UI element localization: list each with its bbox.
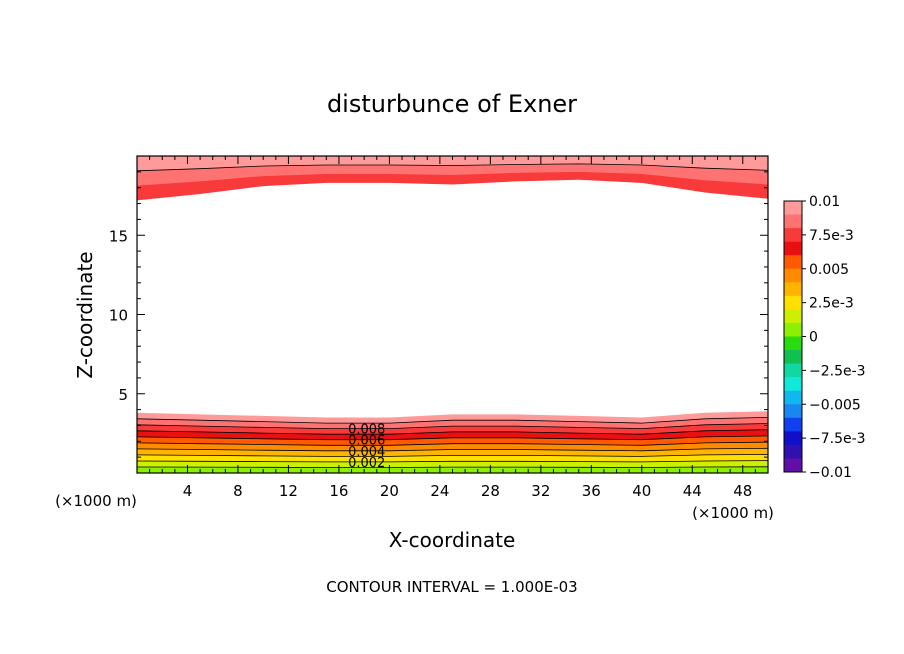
colorbar-label: 7.5e-3 xyxy=(809,228,854,244)
colorbar-segment xyxy=(784,282,802,297)
x-tick-label: 20 xyxy=(380,482,399,500)
colorbar-segment xyxy=(784,201,802,215)
x-axis: 4 8 12 16 20 24 28 32 36 40 44 48 xyxy=(149,156,756,500)
x-tick-label: 12 xyxy=(279,482,298,500)
colorbar-label: −0.005 xyxy=(809,397,861,413)
colorbar-label: 2.5e-3 xyxy=(809,296,854,312)
contour-interval-note: CONTOUR INTERVAL = 1.000E-03 xyxy=(326,578,577,596)
contour-label: 0.006 xyxy=(348,434,385,449)
contour-line xyxy=(136,163,769,172)
y-tick-label: 15 xyxy=(109,227,128,245)
x-tick-label: 28 xyxy=(481,482,500,500)
x-tick-label: 48 xyxy=(733,482,752,500)
colorbar-segment xyxy=(784,431,802,446)
colorbar-segment xyxy=(784,336,802,351)
colorbar-segment xyxy=(784,404,802,419)
x-axis-label: X-coordinate xyxy=(389,528,516,552)
colorbar-label: 0.005 xyxy=(809,262,849,278)
contour-band xyxy=(137,156,768,171)
colorbar-segment xyxy=(784,309,802,324)
colorbar-segment xyxy=(784,417,802,432)
colorbar-segment xyxy=(784,363,802,378)
contour-label: 0.008 xyxy=(348,423,385,438)
colorbar-label: −2.5e-3 xyxy=(809,363,866,379)
colorbar-segment xyxy=(784,322,802,337)
colorbar-label: −0.01 xyxy=(809,465,852,481)
x-tick-label: 44 xyxy=(683,482,702,500)
colorbar-segment xyxy=(784,458,802,473)
contour-line xyxy=(136,454,769,457)
chart-title: disturbunce of Exner xyxy=(327,90,577,118)
x-tick-label: 24 xyxy=(430,482,449,500)
contour-line xyxy=(136,435,769,441)
contour-line-layer xyxy=(136,163,769,468)
colorbar-segment xyxy=(784,350,802,364)
contour-line xyxy=(136,429,769,435)
colorbar-segment xyxy=(784,390,802,405)
colorbar-label: 0 xyxy=(809,330,818,346)
colorbar-segment xyxy=(784,228,802,242)
x-tick-label: 8 xyxy=(233,482,243,500)
contour-label: 0.002 xyxy=(348,456,385,471)
contour-line xyxy=(136,417,769,424)
x-tick-label: 4 xyxy=(183,482,193,500)
colorbar-segment xyxy=(784,214,802,229)
y-axis-label: Z-coordinate xyxy=(73,251,97,378)
y-tick-label: 10 xyxy=(109,307,128,325)
contour-line xyxy=(136,447,769,452)
y-axis: 5 10 15 xyxy=(109,171,768,458)
contour-label: 0.004 xyxy=(348,445,385,460)
colorbar-segment xyxy=(784,268,802,283)
x-tick-label: 40 xyxy=(632,482,651,500)
contour-line xyxy=(136,441,769,446)
colorbar-segment xyxy=(784,377,802,391)
colorbar-label: 0.01 xyxy=(809,194,840,210)
x-tick-label: 36 xyxy=(582,482,601,500)
x-tick-label: 16 xyxy=(329,482,348,500)
colorbar-segment xyxy=(784,241,802,256)
x-unit-right: (×1000 m) xyxy=(692,504,774,522)
colorbar-segment xyxy=(784,295,802,310)
colorbar: 0.01 7.5e-3 0.005 2.5e-3 0 −2.5e-3 −0.005 −7.5e… xyxy=(783,194,866,481)
x-tick-label: 32 xyxy=(531,482,550,500)
colorbar-label: −7.5e-3 xyxy=(809,431,866,447)
colorbar-segment xyxy=(784,444,802,459)
colorbar-segment xyxy=(784,255,802,270)
x-unit-left: (×1000 m) xyxy=(55,492,137,510)
contour-line xyxy=(136,460,769,463)
contour-line xyxy=(136,423,769,430)
contour-line xyxy=(136,466,769,468)
y-tick-label: 5 xyxy=(118,386,128,404)
